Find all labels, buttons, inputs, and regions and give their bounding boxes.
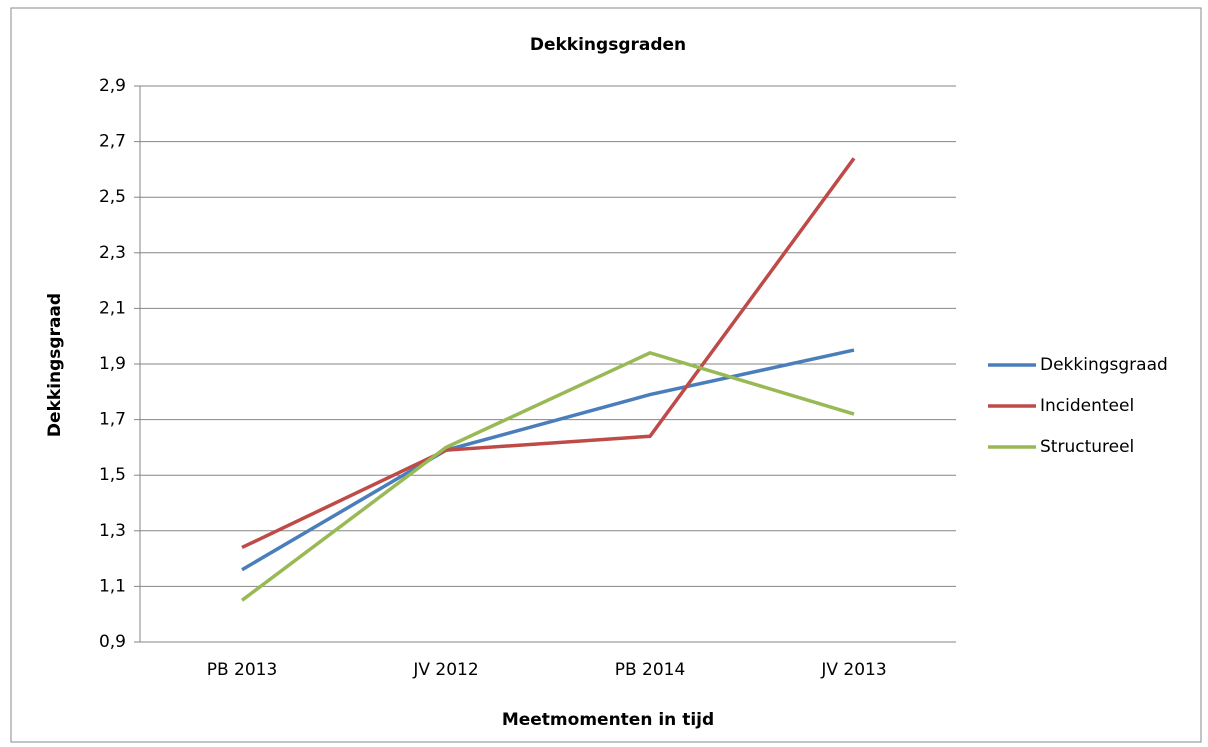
y-tick-label: 1,1 [99,576,126,596]
y-tick-label: 1,3 [99,521,126,541]
y-tick-label: 1,5 [99,465,126,485]
y-tick-label: 2,1 [99,298,126,318]
x-tick-label: PB 2013 [207,660,278,680]
series-line [241,348,855,572]
legend-label: Dekkingsgraad [1040,355,1168,375]
legend-label: Structureel [1040,437,1134,457]
x-axis-label: Meetmomenten in tijd [502,710,714,730]
legend-label: Incidenteel [1040,396,1134,416]
y-tick-label: 0,9 [99,632,126,652]
series-line [241,157,856,550]
y-tick-label: 2,5 [99,187,126,207]
y-tick-label: 2,7 [99,132,126,152]
series-line [240,351,855,602]
y-tick-label: 2,3 [99,243,126,263]
y-axis-label: Dekkingsgraad [45,293,65,437]
x-tick-label: PB 2014 [615,660,686,680]
x-tick-label: JV 2013 [820,660,886,680]
y-tick-label: 1,7 [99,410,126,430]
y-tick-label: 2,9 [99,76,126,96]
y-tick-label: 1,9 [99,354,126,374]
x-tick-label: JV 2012 [412,660,478,680]
chart-title: Dekkingsgraden [530,35,686,55]
